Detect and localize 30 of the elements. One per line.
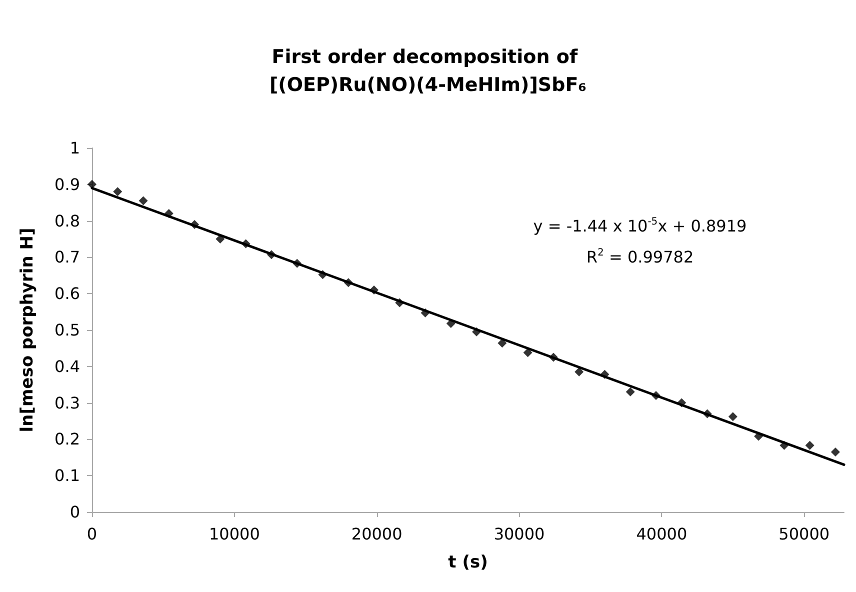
y-tick-label: 0.1 [54,466,80,486]
point [805,440,814,450]
y-tick-label: 0.5 [54,320,80,340]
point [113,187,122,196]
y-tick-label: 0.7 [54,248,80,267]
y-tick-label: 1 [70,138,80,158]
point [626,387,635,396]
x-tick-label: 20000 [351,524,402,544]
y-tick-label: 0.3 [54,393,80,412]
y-tick-label: 0.4 [54,356,80,376]
chart-title: First order decomposition of [(OEP)Ru(NO)(4-MeHIm)]SbF₆ [270,46,586,96]
point [88,180,96,189]
point [574,367,584,376]
point [138,196,148,206]
point [830,447,840,456]
point [728,412,738,422]
x-tick-label: 0 [86,524,98,544]
x-tick-label: 30000 [494,524,545,544]
y-tick-label: 0.2 [54,430,80,449]
point [498,338,507,348]
x-tick-label: 40000 [636,524,688,544]
y-tick-label: 0.9 [54,174,80,194]
x-tick-label: 10000 [208,524,260,544]
y-tick-label: 0 [70,502,80,522]
y-tick-label: 0.6 [54,284,80,304]
x-axis-title: t (s) [448,552,488,572]
x-tick-label: 50000 [778,524,830,544]
y-axis-title: ln[meso porphyrin H] [18,228,38,432]
y-tick-label: 0.8 [54,211,80,230]
point [523,348,532,358]
